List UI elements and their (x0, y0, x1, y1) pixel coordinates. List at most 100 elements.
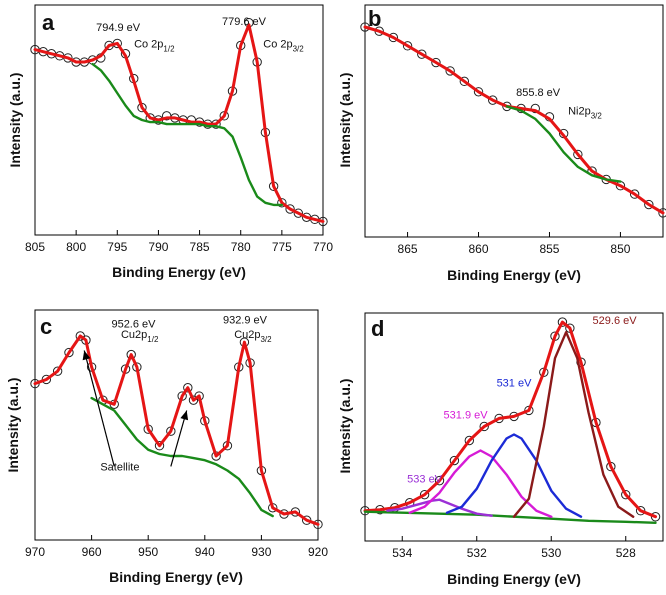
peak-label-main: Co 2p (263, 39, 292, 51)
raw-data-point (635, 506, 646, 516)
x-tick-label-c-920: 920 (308, 545, 328, 559)
raw-data-point (434, 475, 445, 486)
peak-label-a-3: Co 2p1/2 (134, 39, 175, 54)
x-axis-title-b: Binding Energy (eV) (447, 267, 581, 283)
plot-area-b (364, 4, 664, 238)
raw-data-point (488, 95, 498, 105)
x-tick-label-b-850: 850 (610, 242, 630, 256)
x-tick-label-c-940: 940 (195, 545, 215, 559)
peak-label-c-4: Cu2p3/2 (234, 329, 272, 344)
annotation-d-4: 533 eV (407, 474, 443, 486)
y-axis-title-d: Intensity (a.u.) (337, 379, 353, 474)
529-6-ev-component-line-d (512, 331, 635, 518)
annotation-c-5: Satellite (100, 462, 139, 474)
raw-data-point (658, 208, 666, 218)
background-line-d (363, 510, 657, 524)
y-axis-title-c: Intensity (a.u.) (5, 378, 21, 473)
x-tick-label-b-860: 860 (469, 242, 489, 256)
raw-data-point (644, 199, 654, 210)
panel-letter-d: d (371, 316, 384, 341)
x-tick-label-c-970: 970 (25, 545, 45, 559)
531-ev-component-line-d (445, 433, 583, 518)
raw-data-point (449, 455, 460, 466)
annotation-d-1: 529.6 eV (593, 315, 638, 327)
annotation-d-3: 531.9 eV (444, 409, 489, 421)
raw-data-point (52, 366, 63, 376)
raw-data-point (402, 41, 413, 51)
raw-data-point (388, 32, 399, 43)
peak-label-main: Co 2p (134, 39, 163, 51)
peak-label-c-3: Cu2p1/2 (121, 329, 159, 344)
plot-area-c (34, 309, 319, 541)
peak-label-main: Cu2p (121, 329, 147, 341)
peak-label-subscript: 3/2 (293, 45, 305, 54)
raw-data-point (64, 347, 74, 358)
raw-data-point (464, 435, 474, 446)
x-tick-label-d-530: 530 (541, 546, 561, 560)
peak-label-subscript: 1/2 (163, 45, 175, 54)
533-ev-component-line-d (386, 498, 493, 517)
raw-data-point (524, 405, 534, 416)
annotation-a-2: 779.6 eV (222, 16, 267, 28)
x-tick-label-c-960: 960 (82, 545, 102, 559)
x-axis-title-c: Binding Energy (eV) (109, 569, 243, 585)
raw-data-point (419, 489, 430, 500)
raw-data-point (473, 87, 484, 97)
x-tick-label-a-775: 775 (272, 240, 292, 254)
plot-area-a (34, 4, 324, 236)
raw-data-point (431, 57, 441, 68)
raw-data-point (417, 49, 427, 59)
x-tick-label-b-865: 865 (398, 242, 418, 256)
x-tick-label-a-785: 785 (190, 240, 210, 254)
satellite-arrow-2 (170, 410, 188, 467)
raw-data-point (183, 383, 193, 393)
background-line-b (505, 105, 622, 183)
annotation-a-1: 794.9 eV (96, 22, 141, 34)
fitted-line-d (363, 320, 657, 519)
annotation-c-1: 952.6 eV (111, 319, 156, 331)
panel-letter-b: b (368, 6, 381, 31)
y-axis-title-b: Intensity (a.u.) (337, 73, 353, 168)
peak-label-main: Ni2p (568, 106, 591, 118)
x-tick-label-d-534: 534 (392, 546, 412, 560)
raw-data-point (629, 189, 640, 199)
satellite-arrowhead-1 (82, 350, 91, 361)
peak-label-a-4: Co 2p3/2 (263, 39, 304, 54)
x-tick-label-b-855: 855 (539, 242, 559, 256)
panel-letter-a: a (42, 10, 55, 35)
x-tick-label-a-795: 795 (107, 240, 127, 254)
peak-label-subscript: 3/2 (260, 335, 272, 344)
fitted-line-c (33, 334, 320, 526)
x-tick-label-d-528: 528 (616, 546, 636, 560)
peak-label-b-2: Ni2p3/2 (568, 106, 602, 121)
x-tick-label-c-950: 950 (138, 545, 158, 559)
raw-data-point (557, 317, 568, 327)
peak-label-main: Cu2p (234, 329, 260, 341)
raw-data-point (479, 421, 489, 432)
raw-data-point (293, 208, 304, 218)
x-tick-label-a-800: 800 (66, 240, 86, 254)
x-axis-title-a: Binding Energy (eV) (112, 264, 246, 280)
panel-b: 855.8 eV Ni2p3/2 865 860 855 850 b Binding E… (337, 4, 666, 283)
x-tick-label-a-770: 770 (313, 240, 333, 254)
annotation-c-2: 932.9 eV (223, 315, 268, 327)
plot-area-d (364, 312, 664, 542)
x-tick-label-d-532: 532 (467, 546, 487, 560)
background-line-c (90, 396, 274, 518)
raw-data-points-c (30, 331, 323, 530)
raw-data-point (621, 489, 631, 500)
raw-data-point (126, 349, 136, 360)
x-tick-label-a-780: 780 (231, 240, 251, 254)
raw-data-point (573, 149, 583, 160)
raw-data-point (277, 198, 287, 208)
raw-data-point (154, 441, 165, 451)
fitted-line-b (363, 25, 665, 215)
raw-data-points-d (360, 317, 661, 522)
x-axis-title-d: Binding Energy (eV) (447, 571, 581, 587)
raw-data-point (445, 66, 455, 76)
raw-data-points-b (360, 22, 666, 218)
background-line-a (91, 62, 284, 207)
